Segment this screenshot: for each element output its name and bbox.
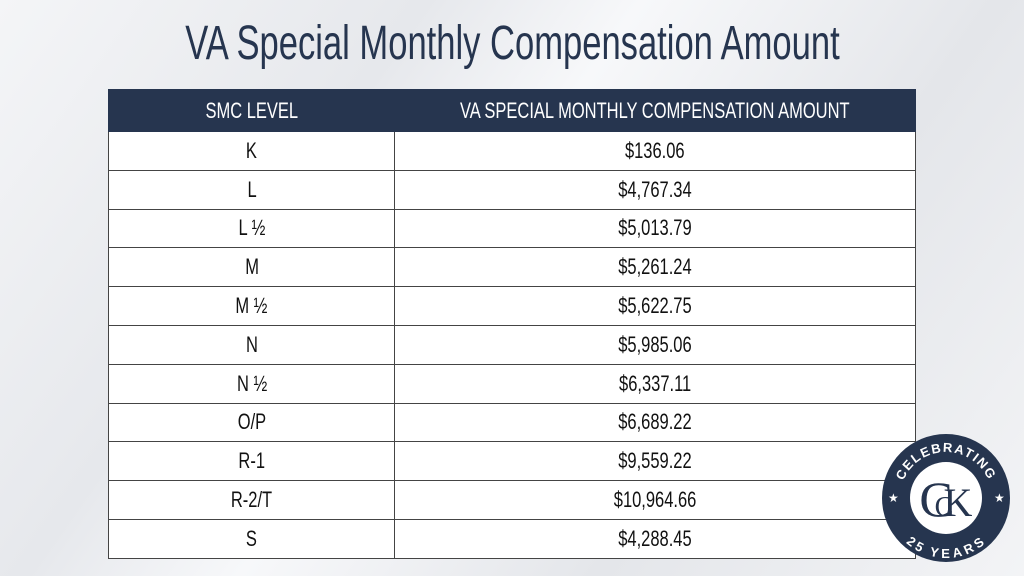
table-row: M $5,261.24 [107,247,916,288]
table-cell: N ½ [107,363,396,404]
table-row: N $5,985.06 [107,324,916,365]
table-cell: $5,261.24 [394,247,916,288]
table-cell: S [107,518,396,559]
cell-text: L ½ [238,215,266,241]
cell-text: $4,288.45 [618,525,692,551]
cell-text: $9,559.22 [618,448,692,474]
header-cell: VA SPECIAL MONTHLY COMPENSATION AMOUNT [394,89,916,132]
cell-text: O/P [237,409,266,435]
cell-text: $6,689.22 [618,409,692,435]
logo: CELEBRATING 25 YEARS ★ ★ C C K [882,434,1010,562]
table-cell: L ½ [107,208,396,249]
table-cell: O/P [107,402,396,443]
table-cell: R-1 [107,441,396,482]
table-body: K $136.06 L $4,767.34 L ½ $5,013.79 M $5,261.24… [107,131,916,559]
table-row: M ½ $5,622.75 [107,286,916,326]
cell-text: R-1 [238,448,266,474]
table-row: K $136.06 [107,131,916,171]
cell-text: M [244,254,259,280]
logo-star: ★ [994,491,1005,505]
table-cell: $5,013.79 [394,208,916,249]
cell-text: R-2/T [231,487,273,513]
table-cell: M ½ [107,286,396,326]
cell-text: $136.06 [625,137,686,163]
header-row: SMC LEVEL VA SPECIAL MONTHLY COMPENSATIO… [107,89,916,132]
title: VA Special Monthly Compensation Amount [0,14,1024,74]
table-row: S $4,288.45 [107,518,916,559]
header-text: SMC LEVEL [205,97,299,123]
logo-star: ★ [888,491,899,505]
smc-table: SMC LEVEL VA SPECIAL MONTHLY COMPENSATIO… [107,89,916,559]
cell-text: N ½ [236,370,267,396]
table-cell: $10,964.66 [394,480,916,520]
header-text: VA SPECIAL MONTHLY COMPENSATION AMOUNT [460,97,851,123]
table-cell: $136.06 [394,131,916,171]
table-cell: M [107,247,396,288]
table-cell: K [107,131,396,171]
cell-text: $10,964.66 [613,487,697,513]
title-text: VA Special Monthly Compensation Amount [184,17,840,70]
cell-text: $6,337.11 [619,370,692,396]
table-row: R-2/T $10,964.66 [107,480,916,520]
table-row: L ½ $5,013.79 [107,208,916,249]
table-cell: $5,622.75 [394,286,916,326]
cell-text: $5,261.24 [618,254,692,280]
table-header: SMC LEVEL VA SPECIAL MONTHLY COMPENSATIO… [107,89,916,132]
logo-letter: K [944,480,973,525]
table-cell: $4,288.45 [394,518,916,559]
cell-text: $5,622.75 [618,293,692,319]
header-cell: SMC LEVEL [107,89,396,132]
table-cell: L [107,169,396,210]
table-cell: N [107,324,396,365]
table-cell: $6,337.11 [394,363,916,404]
cell-text: N [245,331,258,357]
cell-text: M ½ [235,293,268,319]
logo-letter: C [919,471,952,527]
cell-text: $5,985.06 [618,331,692,357]
cell-text: L [247,176,257,202]
table-row: R-1 $9,559.22 [107,441,916,482]
table-cell: $4,767.34 [394,169,916,210]
cell-text: K [246,137,258,163]
table-row: O/P $6,689.22 [107,402,916,443]
table-cell: R-2/T [107,480,396,520]
table-row: L $4,767.34 [107,169,916,210]
cell-text: $4,767.34 [618,176,692,202]
logo-center [910,462,982,534]
table-cell: $6,689.22 [394,402,916,443]
cell-text: S [246,525,258,551]
table-row: N ½ $6,337.11 [107,363,916,404]
table-cell: $5,985.06 [394,324,916,365]
logo-letter: C [935,492,954,523]
table-cell: $9,559.22 [394,441,916,482]
cell-text: $5,013.79 [618,215,692,241]
